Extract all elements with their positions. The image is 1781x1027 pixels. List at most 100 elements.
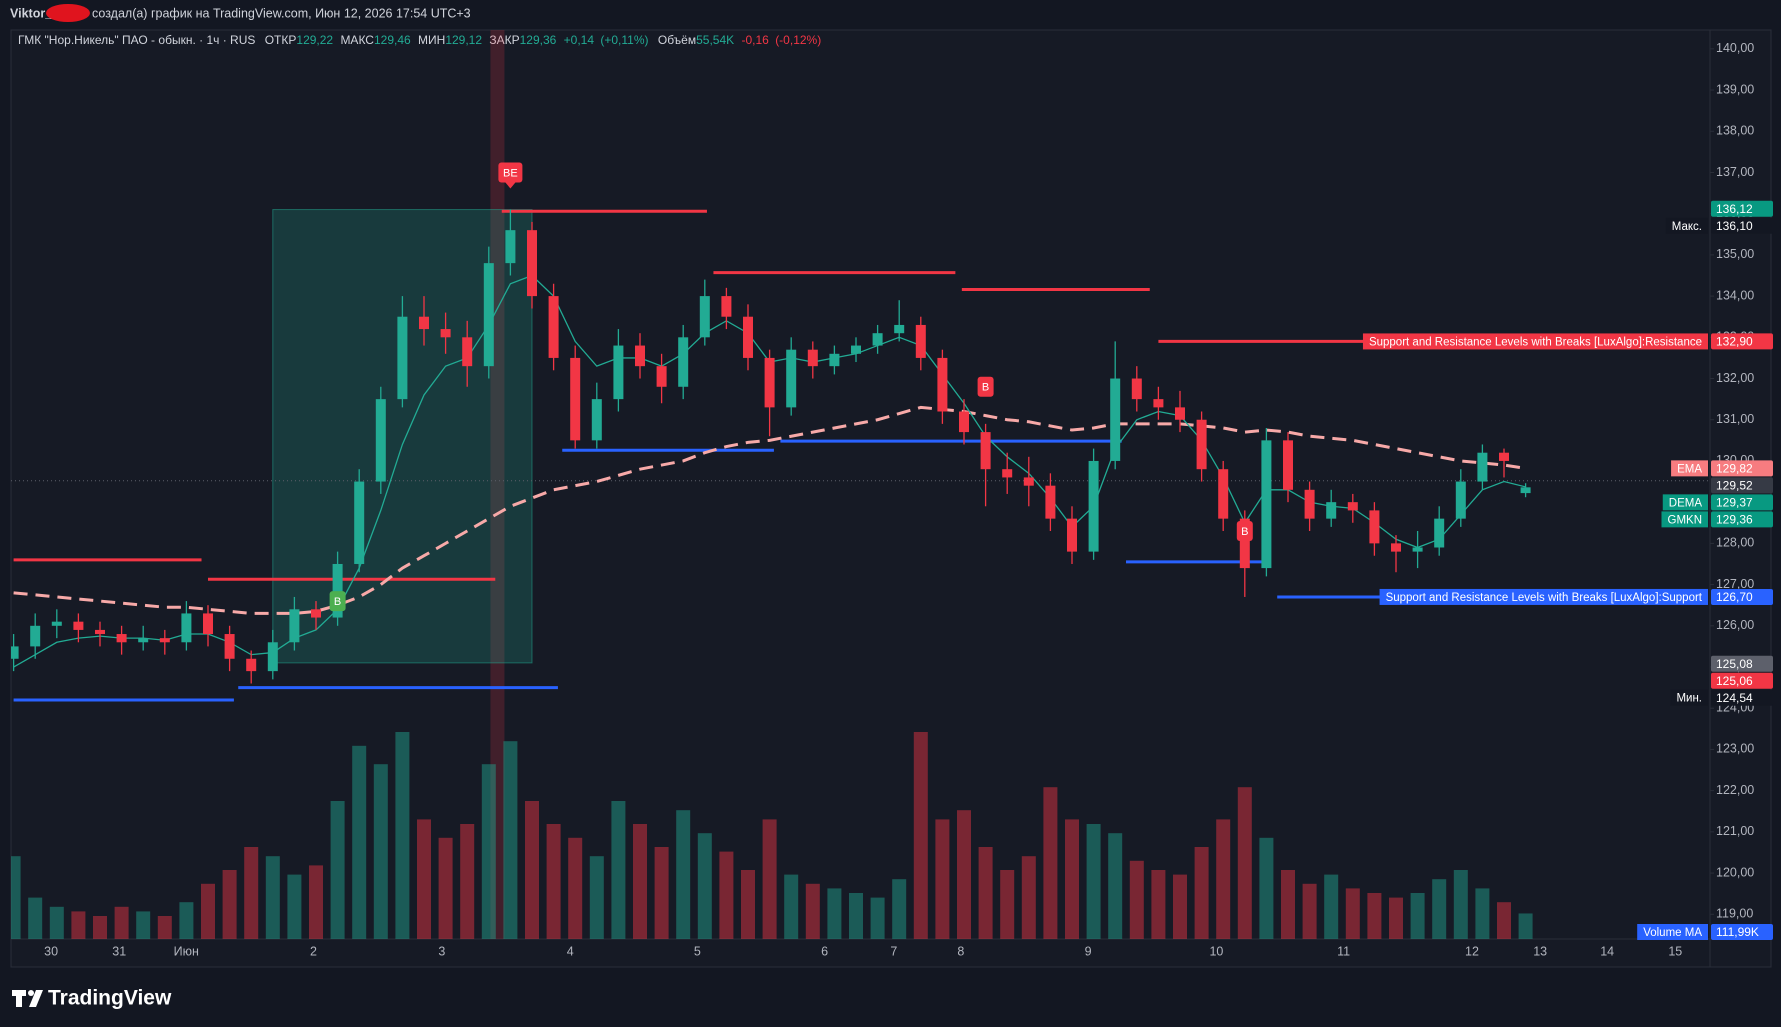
candle-body bbox=[959, 411, 969, 433]
volume-bar bbox=[546, 824, 561, 939]
logo: TradingView bbox=[12, 987, 172, 1010]
volume-bar bbox=[330, 801, 345, 939]
candle-body bbox=[1196, 419, 1207, 470]
candle-body bbox=[73, 621, 84, 630]
volume-bar bbox=[805, 883, 820, 939]
candle-body bbox=[30, 625, 41, 647]
volume-change: -0,16 bbox=[741, 33, 769, 47]
candle-body bbox=[915, 324, 926, 358]
candle-body bbox=[505, 230, 516, 264]
volume-bar bbox=[784, 874, 799, 939]
price-label-box bbox=[1711, 655, 1773, 672]
volume-bar bbox=[49, 906, 64, 939]
ohlc-value: 129,36 bbox=[520, 33, 557, 47]
candle-body bbox=[807, 349, 818, 367]
candle-body bbox=[1520, 487, 1531, 494]
signal-marker bbox=[1236, 521, 1253, 542]
price-label: 126,70 bbox=[1716, 590, 1753, 604]
marker-label: B bbox=[334, 596, 341, 608]
volume-bar bbox=[1410, 893, 1425, 939]
volume-bar bbox=[309, 865, 323, 939]
candle-body bbox=[1023, 477, 1034, 486]
ohlc-value: 129,46 bbox=[374, 33, 411, 47]
x-tick-label: 15 bbox=[1668, 944, 1682, 958]
candle-body bbox=[1045, 485, 1056, 519]
candle-body bbox=[311, 609, 321, 618]
volume-bar bbox=[1216, 819, 1231, 939]
volume-ma-box bbox=[1711, 924, 1773, 940]
y-tick-label: 119,00 bbox=[1716, 907, 1753, 921]
volume-bar bbox=[654, 847, 669, 939]
candle-body bbox=[1131, 378, 1142, 400]
ohlc-value: 129,12 bbox=[445, 33, 482, 47]
volume-bar bbox=[827, 888, 842, 939]
volume-bar bbox=[244, 847, 259, 939]
volume-bar bbox=[697, 833, 712, 939]
price-label-name-box bbox=[1661, 511, 1708, 528]
candle-body bbox=[1261, 440, 1272, 569]
candle-body bbox=[1002, 469, 1013, 478]
x-tick-label: 10 bbox=[1209, 944, 1223, 958]
volume-bar bbox=[1302, 883, 1317, 939]
x-tick-label: 31 bbox=[112, 944, 126, 958]
candle-body bbox=[613, 345, 624, 400]
volume-change-pct: (-0,12%) bbox=[775, 33, 821, 47]
volume-bar bbox=[222, 870, 237, 939]
change: +0,14 bbox=[564, 33, 595, 47]
candle-body bbox=[699, 296, 710, 338]
x-tick-label: 5 bbox=[694, 944, 701, 958]
candle-body bbox=[267, 642, 278, 672]
y-tick-label: 121,00 bbox=[1716, 824, 1754, 838]
change-pct: (+0,11%) bbox=[600, 33, 648, 47]
candle-body bbox=[1347, 502, 1358, 511]
volume-bar bbox=[201, 883, 215, 939]
volume-bar bbox=[481, 764, 496, 939]
volume-bar bbox=[1151, 870, 1166, 939]
volume-bar bbox=[28, 897, 43, 939]
candle-body bbox=[721, 296, 732, 317]
volume-bar bbox=[1108, 833, 1123, 939]
y-tick-label: 134,00 bbox=[1716, 288, 1754, 302]
volume-bar bbox=[1237, 787, 1252, 939]
volume-bar bbox=[611, 801, 626, 939]
redaction bbox=[46, 4, 90, 22]
volume-name: Объём bbox=[658, 33, 696, 47]
price-label-name: EMA bbox=[1677, 463, 1702, 475]
marker-label: B bbox=[1241, 526, 1248, 538]
highlight-column bbox=[490, 30, 505, 939]
volume-bar bbox=[1086, 824, 1101, 939]
x-tick-label: 13 bbox=[1533, 944, 1547, 958]
volume-bar bbox=[1129, 860, 1144, 939]
candle-body bbox=[1218, 469, 1229, 519]
candle-body bbox=[397, 316, 408, 400]
volume-bar bbox=[1173, 874, 1187, 939]
volume-bar bbox=[849, 893, 863, 939]
logo-icon bbox=[29, 990, 43, 1007]
candle-body bbox=[246, 658, 257, 672]
volume-bar bbox=[157, 916, 172, 939]
x-tick-label: 8 bbox=[957, 944, 964, 958]
volume-ma-name-box bbox=[1637, 924, 1708, 940]
y-tick-label: 128,00 bbox=[1716, 536, 1754, 550]
candle-body bbox=[1369, 510, 1380, 544]
volume-bar bbox=[179, 902, 194, 939]
price-label: 136,10 bbox=[1716, 219, 1753, 233]
volume-bar bbox=[633, 824, 647, 939]
price-label-box bbox=[1711, 494, 1773, 511]
candle-body bbox=[203, 613, 213, 635]
price-label: 136,12 bbox=[1716, 202, 1753, 216]
x-tick-label: 6 bbox=[821, 944, 828, 958]
volume-bar bbox=[11, 856, 21, 939]
y-tick-label: 135,00 bbox=[1716, 247, 1754, 261]
volume-bar bbox=[1324, 874, 1339, 939]
candle-body bbox=[678, 337, 689, 387]
volume-bar bbox=[1432, 879, 1447, 939]
x-tick-label: 11 bbox=[1337, 944, 1350, 958]
header-text: создал(а) график на TradingView.com, Июн… bbox=[92, 6, 471, 20]
y-tick-label: 140,00 bbox=[1716, 41, 1754, 55]
author: Viktor_ bbox=[10, 6, 53, 20]
volume-bar bbox=[1453, 870, 1468, 939]
price-label-box bbox=[1711, 217, 1773, 234]
volume-bar bbox=[93, 916, 107, 939]
volume-bar bbox=[1497, 902, 1511, 939]
